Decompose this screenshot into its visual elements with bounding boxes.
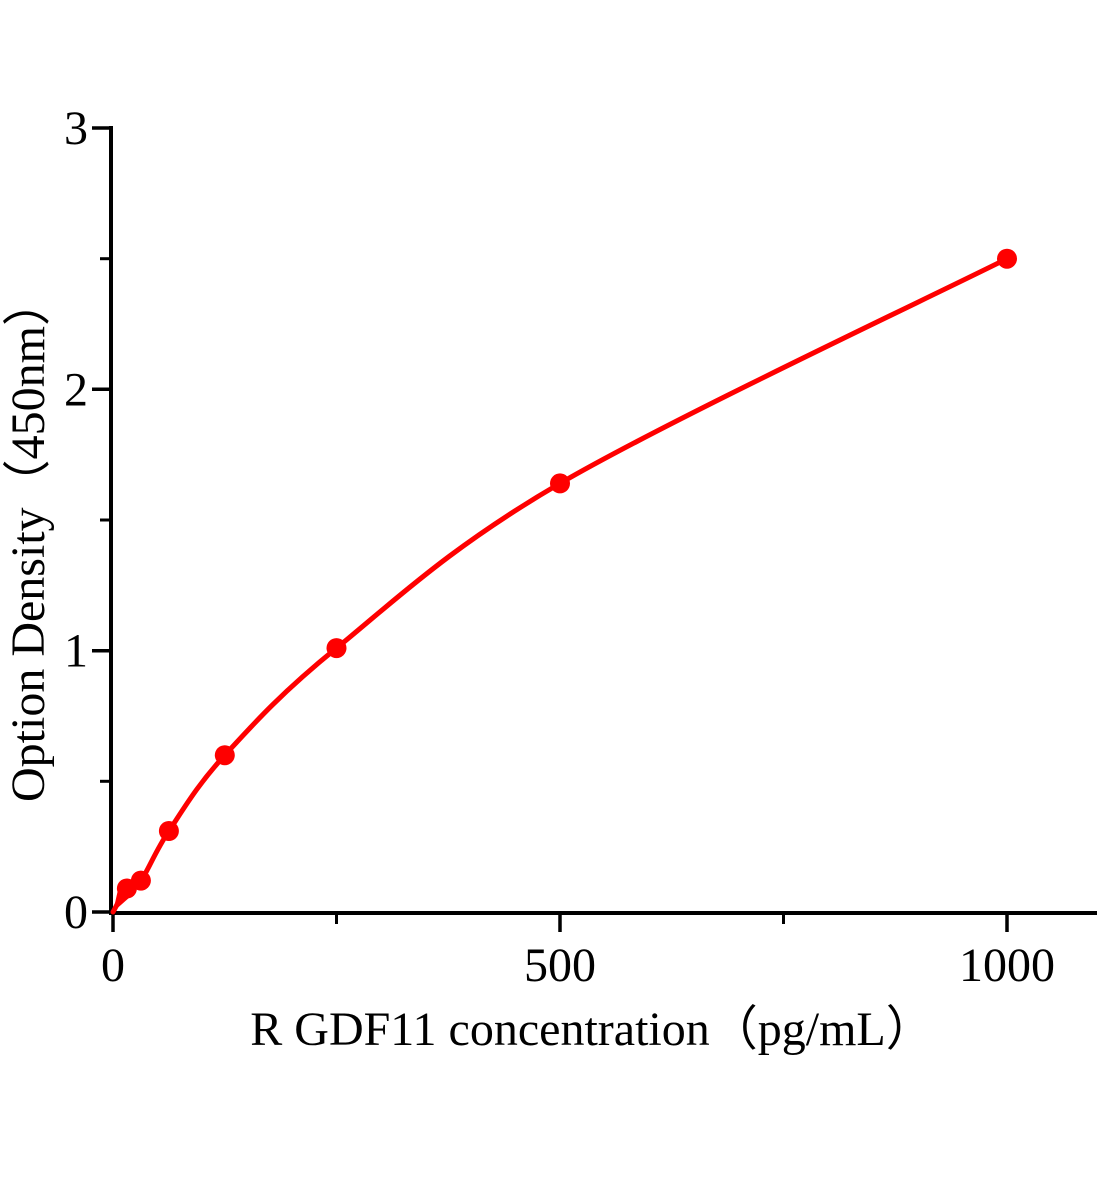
y-tick-label: 2	[64, 363, 88, 416]
data-point-marker	[326, 638, 347, 659]
standard-curve-line	[110, 256, 1010, 915]
x-axis-title: R GDF11 concentration（pg/mL）	[250, 1003, 933, 1056]
data-series	[110, 248, 1017, 915]
x-tick-label: 1000	[959, 939, 1055, 992]
y-axis-title: Option Density（450nm）	[2, 278, 55, 802]
data-point-marker	[214, 745, 235, 766]
y-tick-label: 1	[64, 625, 88, 678]
y-tick-label: 0	[64, 886, 88, 939]
data-point-marker	[130, 870, 151, 891]
axes: 0 1 2 3 0 500 1000	[64, 102, 1097, 992]
data-point-marker	[550, 473, 570, 494]
data-point-marker	[158, 821, 179, 841]
data-point-marker	[997, 248, 1017, 269]
x-tick-label: 500	[524, 939, 596, 992]
y-tick-label: 3	[64, 102, 88, 155]
x-tick-label: 0	[101, 939, 125, 992]
